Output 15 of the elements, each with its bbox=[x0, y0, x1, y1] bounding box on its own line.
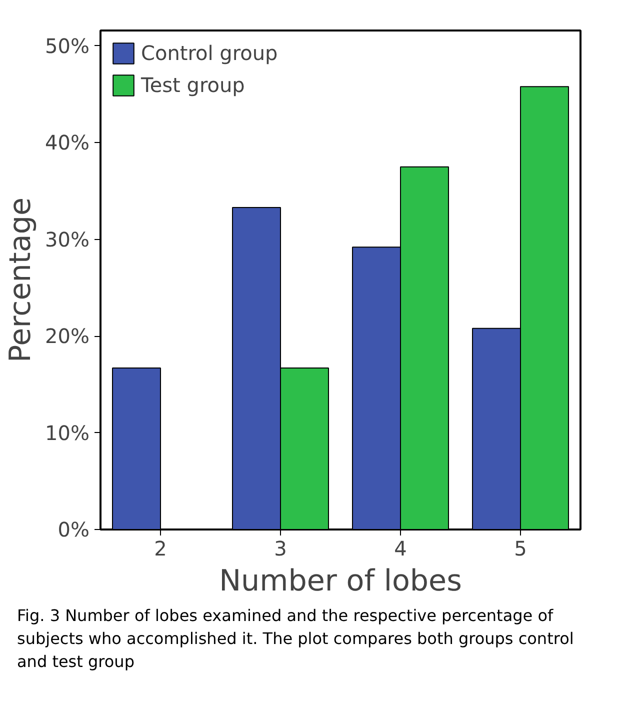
x-tick-label: 2 bbox=[154, 536, 167, 560]
x-tick-label: 4 bbox=[394, 536, 407, 560]
x-axis-title: Number of lobes bbox=[219, 564, 462, 598]
y-tick-label: 40% bbox=[45, 130, 90, 155]
y-tick-label: 50% bbox=[45, 34, 90, 58]
y-tick-label: 10% bbox=[45, 420, 90, 445]
legend-label: Control group bbox=[141, 41, 278, 65]
y-axis-title: Percentage bbox=[3, 197, 38, 362]
x-tick-label: 3 bbox=[274, 536, 287, 560]
y-tick-label: 30% bbox=[45, 227, 90, 252]
legend-label: Test group bbox=[141, 73, 245, 97]
x-tick-label: 5 bbox=[514, 536, 527, 560]
y-tick-label: 20% bbox=[45, 324, 90, 348]
y-tick-label: 0% bbox=[58, 518, 90, 542]
caption: Fig. 3 Number of lobes examined and the respective percentage of subjects who accomplished it. The plot compares both groups control and test group bbox=[17, 605, 575, 673]
